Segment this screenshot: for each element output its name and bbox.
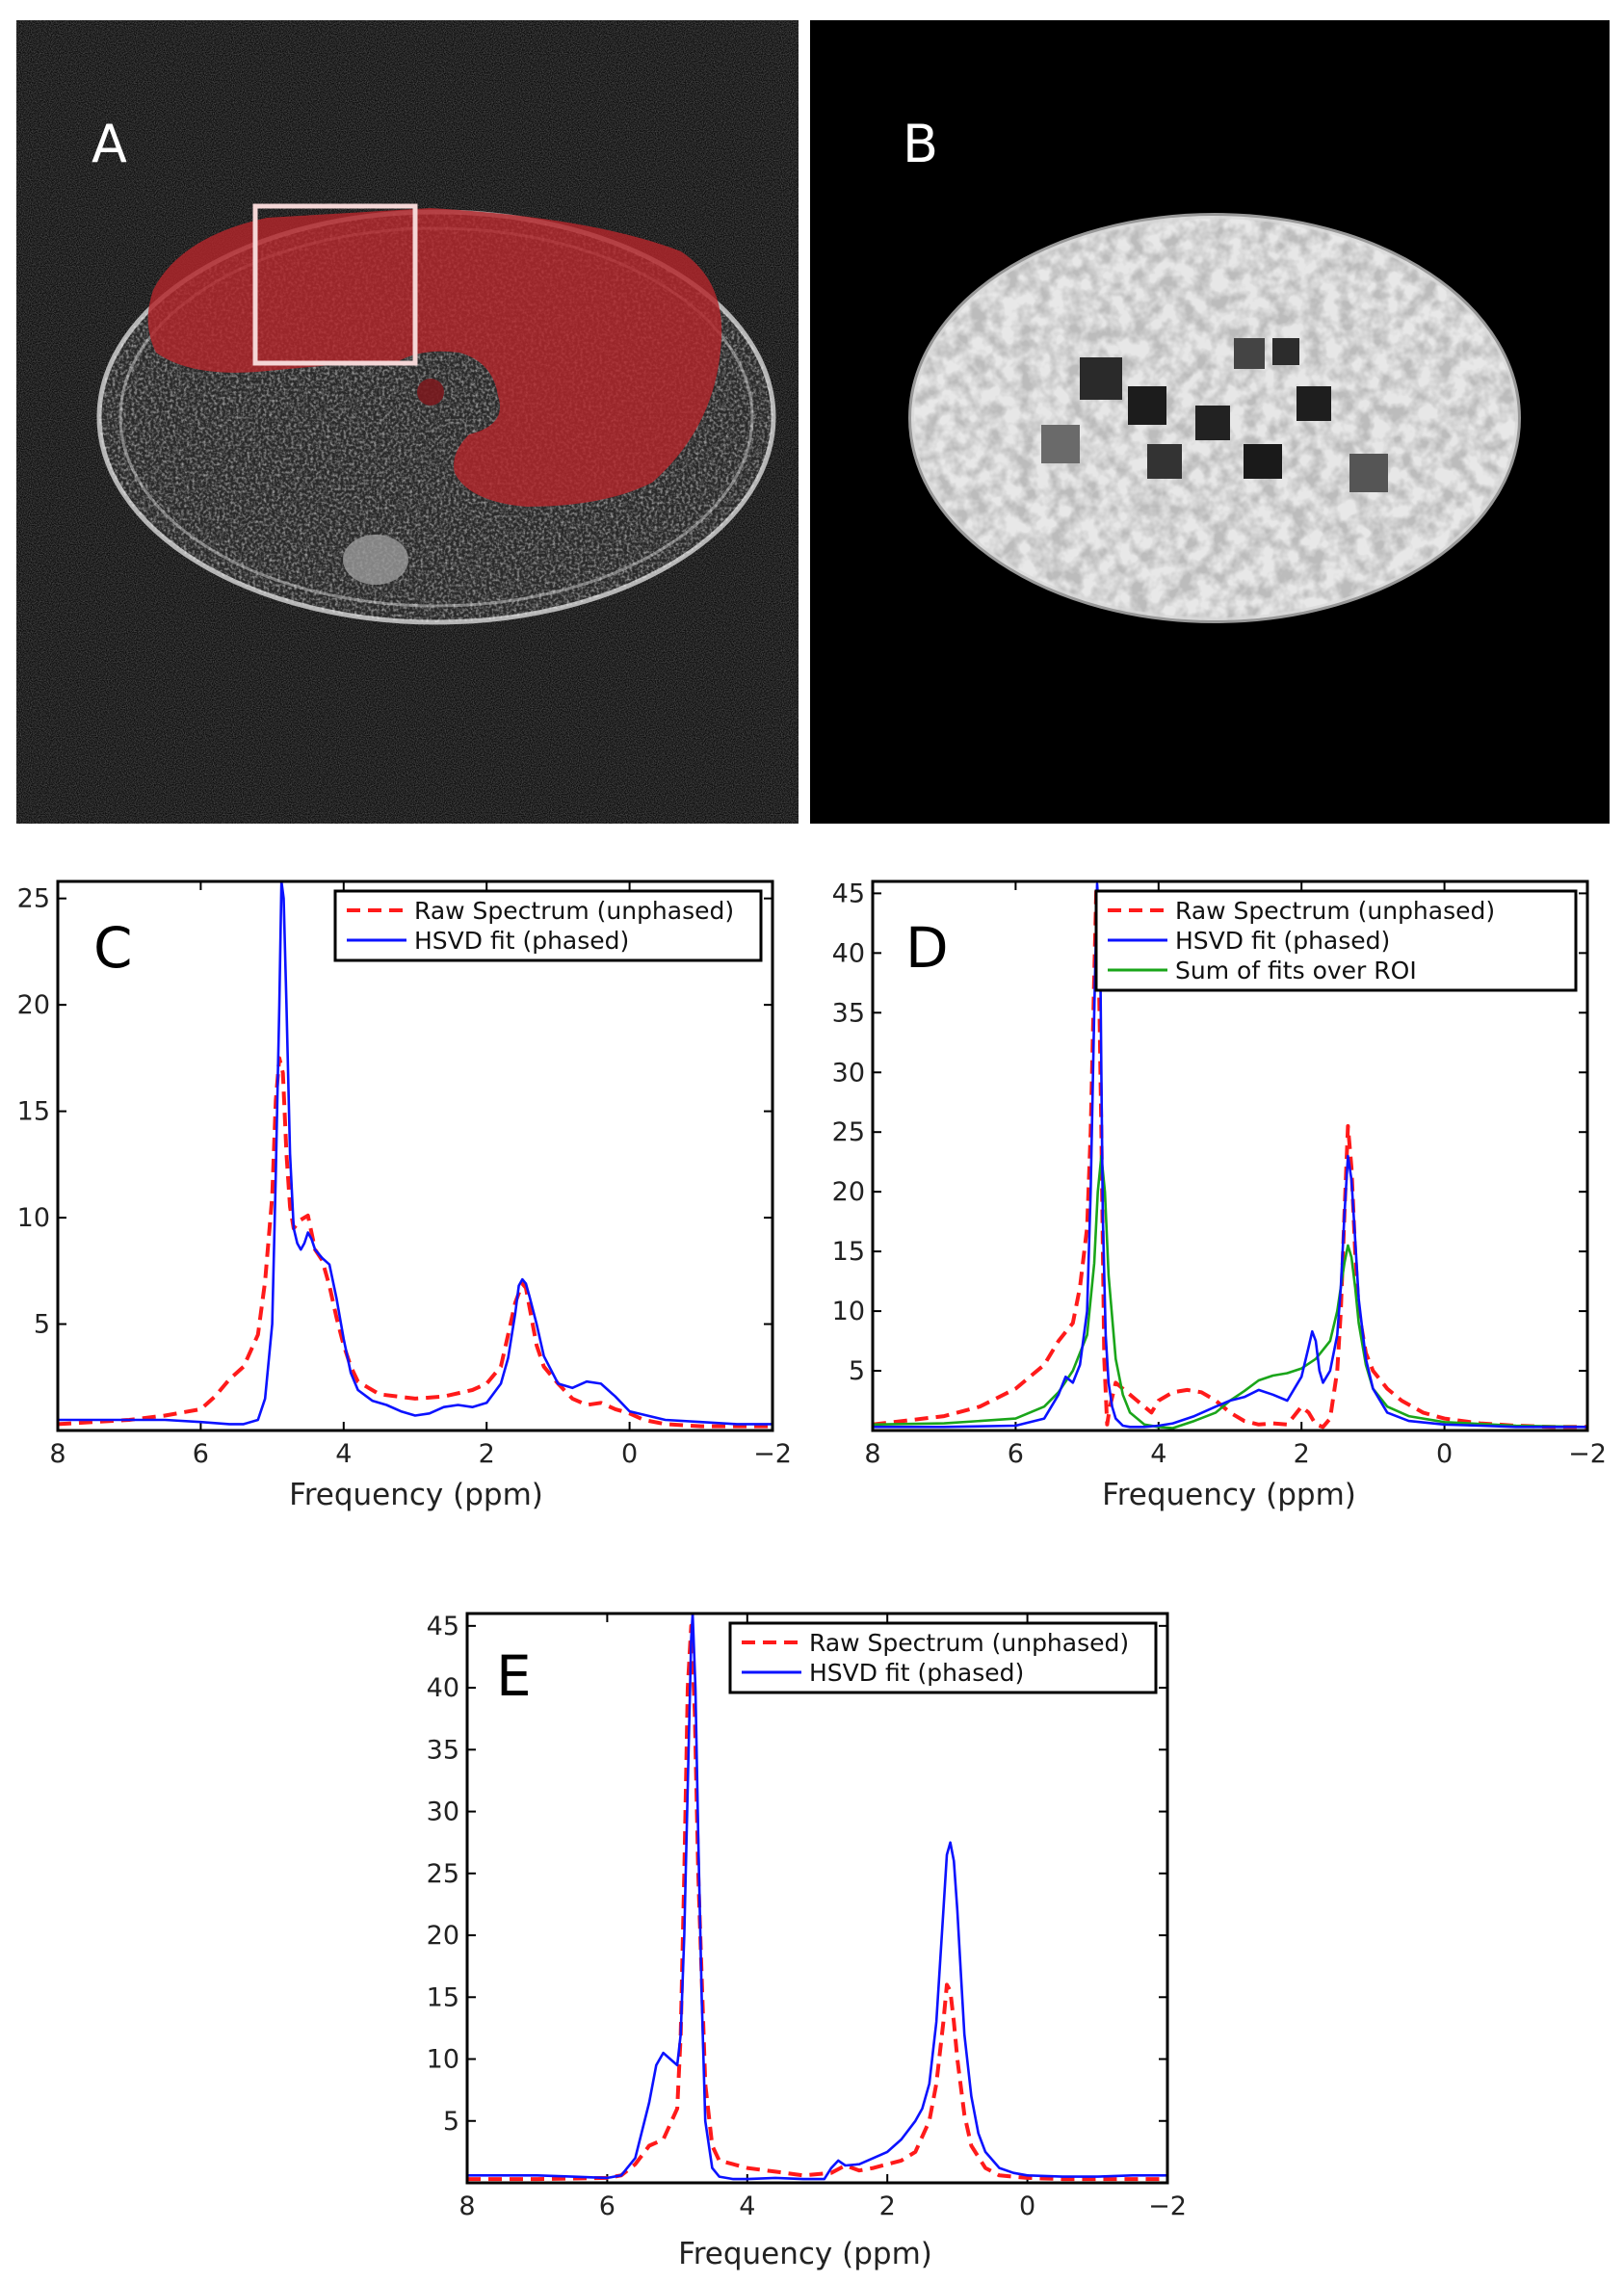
legend-entry: Raw Spectrum (unphased) <box>809 1629 1129 1657</box>
series-sum-of-fits-over-roi <box>873 1154 1587 1430</box>
x-tick-label: 8 <box>458 2191 475 2221</box>
legend-entry: HSVD fit (phased) <box>1175 927 1390 955</box>
y-tick-label: 15 <box>832 1237 865 1267</box>
panel-a-image: A <box>16 20 799 824</box>
y-tick-label: 15 <box>427 1982 459 2012</box>
y-tick-label: 10 <box>832 1297 865 1326</box>
chart-d-xlabel: Frequency (ppm) <box>1102 1478 1356 1512</box>
x-tick-label: 6 <box>599 2191 616 2221</box>
panel-b-label: B <box>903 114 938 174</box>
legend-entry: Raw Spectrum (unphased) <box>1175 897 1495 925</box>
vertebra <box>343 535 408 585</box>
y-tick-label: 25 <box>427 1859 459 1889</box>
chart-e-axes-box <box>465 1612 1169 2185</box>
panel-b-svg: B <box>810 20 1610 824</box>
series-hsvd-fit-phased <box>58 881 773 1426</box>
x-tick-label: 2 <box>879 2191 896 2221</box>
chart-d-axes-box <box>871 879 1589 1432</box>
y-tick-label: 25 <box>832 1117 865 1147</box>
x-tick-label: −2 <box>1568 1439 1607 1469</box>
y-tick-label: 5 <box>849 1356 865 1386</box>
y-tick-label: 15 <box>17 1097 50 1127</box>
legend-box <box>333 889 763 962</box>
y-tick-label: 40 <box>427 1673 459 1703</box>
y-tick-label: 20 <box>17 990 50 1020</box>
x-tick-label: 0 <box>1019 2191 1035 2221</box>
x-tick-label: 4 <box>739 2191 755 2221</box>
chart-c-panel-label: C <box>93 915 133 981</box>
y-tick-label: 45 <box>832 879 865 908</box>
chart-e-xlabel: Frequency (ppm) <box>678 2237 932 2271</box>
series-raw-spectrum-unphased <box>873 885 1587 1430</box>
y-tick-label: 5 <box>443 2107 459 2137</box>
legend-entry: Sum of fits over ROI <box>1175 957 1417 984</box>
y-tick-label: 35 <box>832 998 865 1028</box>
y-tick-label: 25 <box>17 884 50 914</box>
legend-entry: HSVD fit (phased) <box>809 1659 1024 1687</box>
x-tick-label: 2 <box>1294 1439 1310 1469</box>
chart-d-panel-label: D <box>905 915 949 981</box>
roi-box <box>252 203 418 366</box>
legend-entry: Raw Spectrum (unphased) <box>414 897 734 925</box>
chart-d-series-layer <box>873 882 1587 1430</box>
chart-c-legend: Raw Spectrum (unphased)HSVD fit (phased) <box>333 889 763 962</box>
chart-e-panel-label: E <box>496 1643 532 1709</box>
x-tick-label: 8 <box>864 1439 880 1469</box>
panel-a-label: A <box>92 114 127 174</box>
x-tick-label: 4 <box>1150 1439 1166 1469</box>
y-tick-label: 5 <box>34 1310 50 1340</box>
chart-e-legend: Raw Spectrum (unphased)HSVD fit (phased) <box>728 1621 1158 1694</box>
y-tick-label: 30 <box>427 1798 459 1827</box>
y-tick-label: 40 <box>832 938 865 968</box>
chart-c-xlabel: Frequency (ppm) <box>289 1478 543 1512</box>
y-tick-label: 35 <box>427 1735 459 1765</box>
panel-b-image: B <box>810 20 1610 824</box>
chart-c-axes-box <box>56 879 774 1432</box>
y-tick-label: 30 <box>832 1058 865 1088</box>
legend-entry: HSVD fit (phased) <box>414 927 629 955</box>
y-tick-label: 20 <box>832 1177 865 1207</box>
y-tick-label: 20 <box>427 1921 459 1951</box>
series-raw-spectrum-unphased <box>58 1056 773 1429</box>
x-tick-label: −2 <box>1148 2191 1187 2221</box>
series-hsvd-fit-phased <box>873 882 1587 1429</box>
chart-c-series-layer <box>58 881 773 1429</box>
y-tick-label: 45 <box>427 1612 459 1641</box>
x-tick-label: 6 <box>1008 1439 1024 1469</box>
chart-e-series-layer <box>467 1614 1167 2182</box>
chart-d-legend: Raw Spectrum (unphased)HSVD fit (phased)… <box>1094 889 1578 992</box>
x-tick-label: 4 <box>335 1439 352 1469</box>
x-tick-label: 6 <box>193 1439 209 1469</box>
series-raw-spectrum-unphased <box>467 1623 1167 2182</box>
x-tick-label: 2 <box>479 1439 495 1469</box>
legend-box <box>1094 889 1578 992</box>
x-tick-label: 8 <box>49 1439 65 1469</box>
series-hsvd-fit-phased <box>467 1614 1167 2181</box>
x-tick-label: 0 <box>621 1439 638 1469</box>
x-tick-label: 0 <box>1436 1439 1453 1469</box>
y-tick-label: 10 <box>17 1203 50 1233</box>
liver-mask <box>147 208 722 507</box>
y-tick-label: 10 <box>427 2045 459 2075</box>
legend-box <box>728 1621 1158 1694</box>
x-tick-label: −2 <box>753 1439 792 1469</box>
panel-a-svg: A <box>16 20 799 824</box>
